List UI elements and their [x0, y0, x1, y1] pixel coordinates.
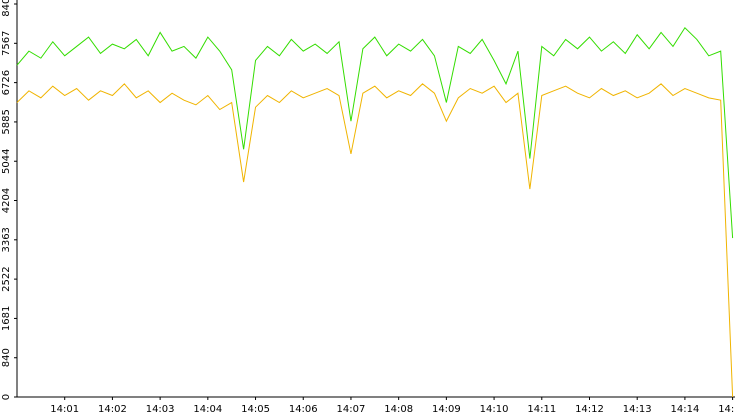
x-tick-label: 14:08 [384, 404, 413, 415]
x-tick-label: 14:11 [527, 404, 556, 415]
series-line [16, 83, 734, 398]
x-tick-label: 14:12 [575, 404, 604, 415]
y-tick-label: 7567 [1, 31, 12, 56]
x-tick-label: 14:05 [241, 404, 270, 415]
y-tick-label: 0 [1, 394, 12, 400]
y-tick-label: 2522 [1, 266, 12, 291]
x-tick-label: 14:14 [670, 404, 699, 415]
x-tick-label: 14:04 [193, 404, 222, 415]
x-tick-label: 14:09 [432, 404, 461, 415]
y-tick-label: 1681 [1, 306, 12, 331]
x-tick-label: 14:01 [50, 404, 79, 415]
y-tick-label: 3363 [1, 227, 12, 252]
series-line [16, 26, 734, 239]
x-tick-label: 14:06 [289, 404, 318, 415]
y-tick-label: 8408 [1, 0, 12, 17]
x-tick-label: 14:07 [337, 404, 366, 415]
x-tick-label: 14:03 [146, 404, 175, 415]
y-tick-label: 6726 [1, 70, 12, 95]
x-tick-label: 14:13 [623, 404, 652, 415]
y-tick-label: 840 [1, 348, 12, 367]
x-tick-label: 14:15 [718, 404, 735, 415]
y-tick-label: 5044 [1, 149, 12, 174]
y-tick-label: 4204 [1, 188, 12, 213]
x-tick-label: 14:02 [98, 404, 127, 415]
y-tick-label: 5885 [1, 109, 12, 134]
x-tick-label: 14:10 [480, 404, 509, 415]
